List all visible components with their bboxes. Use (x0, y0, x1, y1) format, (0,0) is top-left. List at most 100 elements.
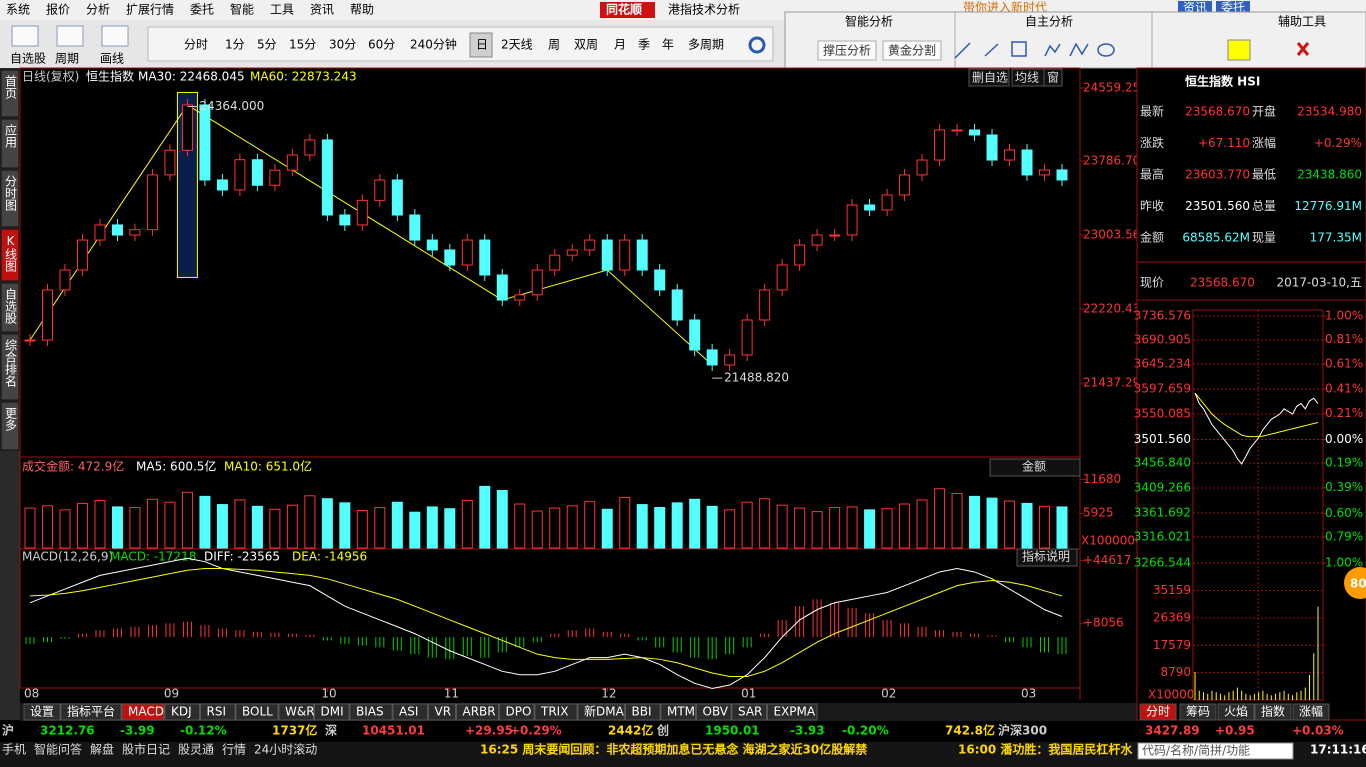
period-button[interactable]: 月 (614, 38, 626, 52)
menu-item[interactable]: 扩展行情 (126, 3, 174, 17)
volume-bar (654, 507, 666, 549)
period-button[interactable]: 1分 (225, 38, 245, 52)
indicator-tab-label[interactable]: W&R (285, 705, 315, 719)
chart-button-label[interactable]: 窗 (1047, 71, 1059, 85)
indicator-tab-label[interactable]: TRIX (540, 705, 568, 719)
brand: 同花顺 (606, 2, 642, 17)
volume-bar (881, 508, 893, 549)
footer-link[interactable]: 行情 (222, 743, 246, 757)
volume-bar (129, 507, 141, 549)
side-tab-label[interactable]: 首页 (4, 75, 18, 100)
period-button[interactable]: 30分 (329, 38, 356, 52)
volume-bar (426, 506, 438, 549)
period-button[interactable]: 15分 (289, 38, 316, 52)
quote-tab-label[interactable]: 指数 (1261, 704, 1285, 719)
menu-item[interactable]: 工具 (270, 3, 294, 17)
indicator-tab-label[interactable]: DMI (321, 705, 344, 719)
period-button[interactable]: 日 (476, 38, 488, 52)
period-button[interactable]: 分时 (184, 38, 208, 52)
annotation: 24364.000 (199, 99, 264, 113)
quote-tab-label[interactable]: 筹码 (1186, 705, 1210, 719)
panel-tab[interactable]: 智能分析 (845, 14, 893, 29)
footer-link[interactable]: 24小时滚动 (254, 742, 317, 757)
period-button[interactable]: 60分 (368, 38, 395, 52)
panel-button-label[interactable]: 撑压分析 (823, 43, 871, 58)
indicator-tab-label[interactable]: RSI (207, 705, 227, 719)
indicator-tab-label[interactable]: SAR (738, 705, 762, 719)
top-button-label[interactable]: 资讯 (1183, 1, 1207, 15)
search-box-label[interactable]: 代码/名称/简拼/功能 (1142, 743, 1250, 758)
menu-item[interactable]: 帮助 (350, 3, 374, 17)
status-item: 3427.89 (1145, 724, 1200, 738)
period-button[interactable]: 年 (662, 38, 674, 52)
period-button[interactable]: 季 (638, 38, 650, 52)
quote-tab-label[interactable]: 分时 (1146, 705, 1170, 719)
period-button[interactable]: 5分 (257, 38, 277, 52)
indicator-tab-label[interactable]: MTM (667, 705, 695, 719)
quote-tab-label[interactable]: 涨幅 (1299, 704, 1323, 719)
y2-tick-label: 0.60% (1325, 506, 1363, 520)
menu-item[interactable]: 委托 (190, 3, 214, 17)
indicator-tab-label[interactable]: VR (435, 705, 452, 719)
y2-tick-label: 0.00% (1325, 432, 1363, 446)
menu-item[interactable]: 系统 (6, 3, 30, 17)
panel-button-label[interactable]: 黄金分割 (888, 43, 936, 58)
indicator-tab-label[interactable]: MACD (128, 705, 164, 719)
volume-bar (59, 509, 71, 549)
footer-link[interactable]: 股灵通 (178, 743, 214, 757)
indicator-tab-label[interactable]: 新DMA (584, 704, 625, 719)
indicator-tab-label[interactable]: EXPMA (774, 705, 816, 719)
period-button[interactable]: 2天线 (501, 38, 533, 52)
menu-item[interactable]: 智能 (230, 2, 254, 17)
side-tab-label[interactable]: 自选股 (4, 288, 18, 325)
side-tab-label[interactable]: 应用 (4, 123, 18, 149)
indicator-tab-label[interactable]: ARBR (463, 705, 496, 719)
footer-link[interactable]: 解盘 (90, 742, 114, 757)
period-button[interactable]: 双周 (574, 38, 598, 52)
float-badge[interactable] (1344, 567, 1366, 599)
status-item: +0.95 (1215, 724, 1255, 738)
x-tick-label: 11 (444, 687, 459, 701)
indicator-tab-label[interactable]: BBI (632, 705, 652, 719)
side-tab-label[interactable]: 更多 (4, 407, 18, 432)
candle (24, 339, 36, 342)
indicator-tab-label[interactable]: 指标平台 (67, 704, 115, 719)
x-tick-label: 02 (881, 687, 896, 701)
tool-label[interactable]: 周期 (55, 52, 79, 66)
panel-tab[interactable]: 辅助工具 (1278, 15, 1326, 29)
indicator-tab-label[interactable]: DPO (506, 705, 532, 719)
menu-item[interactable]: 分析 (86, 3, 110, 17)
chart-button-label[interactable]: 均线 (1015, 71, 1039, 85)
period-button[interactable]: 240分钟 (410, 37, 457, 52)
top-button-label[interactable]: 委托 (1221, 1, 1245, 15)
indicator-tab-label[interactable]: BOLL (242, 705, 273, 719)
footer-link[interactable]: 智能问答 (34, 742, 82, 757)
side-tab (0, 118, 20, 169)
footer-link[interactable]: 手机 (2, 743, 26, 757)
tool-label[interactable]: 画线 (100, 52, 124, 66)
side-tab-label[interactable]: K线图 (4, 234, 18, 272)
side-tab-label[interactable]: 综合排名 (4, 339, 18, 387)
volume-bar (619, 497, 631, 549)
tool-label[interactable]: 自选股 (10, 52, 46, 66)
macd-button-label[interactable]: 指标说明 (1022, 549, 1070, 564)
indicator-tab (121, 703, 165, 721)
indicator-tab-label[interactable]: 设置 (30, 705, 54, 719)
indicator-tab-label[interactable]: KDJ (171, 705, 192, 719)
indicator-tab-label[interactable]: ASI (399, 705, 418, 719)
indicator-tab-label[interactable]: OBV (703, 705, 729, 719)
menu-item[interactable]: 报价 (46, 2, 70, 17)
menu-item[interactable]: 资讯 (310, 3, 334, 17)
panel-tab[interactable]: 自主分析 (1025, 15, 1073, 29)
quote-value: 23568.670 (1185, 105, 1250, 119)
volume-selector-label[interactable]: 金额 (1022, 459, 1046, 474)
quote-tab-label[interactable]: 火焰 (1224, 704, 1248, 719)
footer-link[interactable]: 股市日记 (122, 742, 170, 757)
side-tab (0, 401, 20, 451)
chart-button-label[interactable]: 删自选 (972, 71, 1008, 85)
period-button[interactable]: 多周期 (688, 38, 724, 52)
y-tick-label: 3409.266 (1134, 481, 1191, 495)
indicator-tab-label[interactable]: BIAS (356, 705, 384, 719)
side-tab-label[interactable]: 分时图 (4, 175, 18, 211)
period-button[interactable]: 周 (548, 38, 560, 52)
